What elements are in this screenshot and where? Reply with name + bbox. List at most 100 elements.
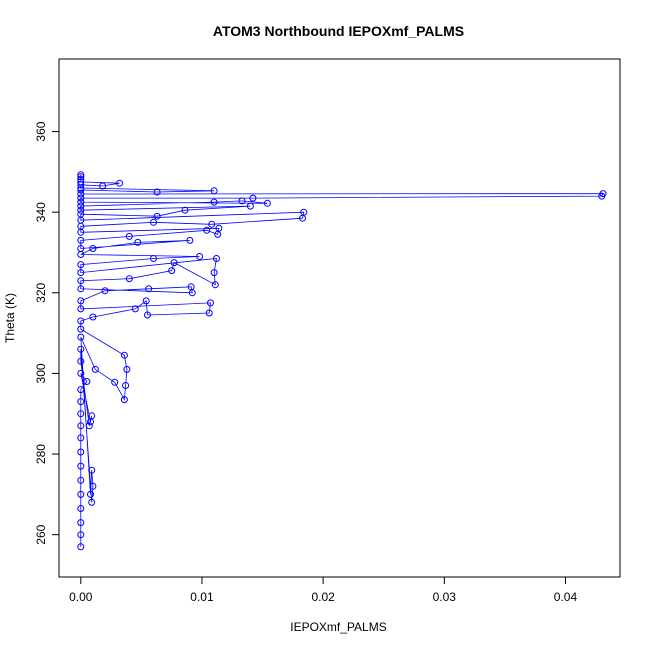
data-point [77, 277, 85, 285]
data-point [77, 345, 85, 353]
data-point [88, 498, 96, 506]
data-point [77, 198, 85, 206]
data-point [85, 422, 93, 430]
y-tick-label: 360 [34, 121, 48, 141]
data-point [77, 285, 85, 293]
data-point [77, 175, 85, 183]
x-tick-label: 0.03 [433, 590, 457, 604]
data-point [144, 311, 151, 319]
data-point [88, 466, 96, 474]
x-tick-label: 0.02 [311, 590, 335, 604]
data-point [207, 299, 214, 307]
data-point [211, 281, 219, 289]
data-point [77, 206, 85, 214]
data-point [203, 226, 211, 234]
x-axis: 0.00 0.01 0.02 0.03 0.04 [69, 576, 578, 604]
data-point [77, 261, 85, 269]
x-tick-label: 0.01 [190, 590, 214, 604]
data-point [120, 396, 128, 404]
y-tick-label: 300 [34, 363, 48, 383]
plot-frame [58, 58, 621, 578]
data-point [208, 220, 216, 228]
data-point [145, 285, 153, 293]
data-point [77, 186, 85, 194]
data-point [83, 378, 91, 385]
y-axis-label: Theta (K) [3, 293, 17, 343]
data-point [77, 369, 85, 377]
data-point [210, 269, 218, 277]
data-point [213, 255, 220, 262]
data-point [77, 462, 85, 470]
data-point [88, 412, 96, 420]
data-point [77, 448, 85, 456]
data-point [168, 267, 176, 275]
data-point [300, 208, 308, 216]
data-point [205, 309, 213, 317]
data-point [99, 182, 107, 190]
data-point [89, 482, 97, 490]
data-point [210, 198, 218, 206]
data-point [215, 224, 223, 232]
data-point [123, 365, 131, 373]
data-point [77, 171, 85, 179]
data-point [77, 410, 85, 418]
data-point [77, 305, 85, 313]
data-point [77, 317, 85, 325]
series-line [80, 174, 604, 547]
y-axis: 260 280 300 320 340 360 [34, 121, 60, 545]
data-point [77, 297, 85, 305]
y-tick-label: 320 [34, 282, 48, 302]
data-point [77, 357, 85, 365]
y-tick-label: 260 [34, 524, 48, 544]
data-point [87, 490, 94, 498]
data-point [181, 206, 189, 214]
series-layer [77, 171, 607, 551]
data-point [142, 297, 150, 305]
data-point [101, 287, 109, 295]
data-point [188, 289, 196, 297]
data-point [77, 398, 85, 406]
data-point [263, 199, 271, 207]
data-point [599, 190, 607, 198]
data-point [77, 333, 85, 341]
y-tick-label: 340 [34, 202, 48, 222]
data-point [77, 490, 85, 498]
data-point [89, 245, 97, 252]
data-point [77, 519, 85, 527]
data-point [77, 422, 85, 430]
data-point [186, 236, 194, 244]
data-point [77, 236, 85, 244]
data-point [122, 382, 130, 389]
data-point [91, 365, 99, 373]
data-point [249, 194, 257, 202]
data-point [196, 253, 204, 260]
data-point [77, 269, 85, 277]
data-point [77, 476, 85, 484]
data-point [77, 202, 85, 210]
data-point [77, 210, 85, 218]
data-point [77, 543, 85, 551]
y-tick-label: 280 [34, 444, 48, 464]
data-point [153, 212, 161, 220]
data-point [116, 179, 124, 187]
x-tick-label: 0.04 [554, 590, 578, 604]
data-point [125, 275, 133, 283]
data-point [238, 197, 246, 205]
data-point [246, 202, 254, 210]
x-tick-label: 0.00 [69, 590, 93, 604]
data-point [170, 259, 178, 267]
data-point [120, 351, 128, 359]
data-point [77, 531, 85, 539]
data-point [77, 194, 85, 202]
chart-title: ATOM3 Northbound IEPOXmf_PALMS [213, 23, 464, 39]
data-point [77, 178, 85, 186]
data-point [153, 188, 161, 196]
data-point [111, 378, 119, 386]
data-point [77, 245, 85, 252]
data-point [89, 313, 97, 321]
data-point [77, 325, 85, 333]
data-point [77, 505, 85, 512]
data-point [131, 305, 139, 313]
data-point [77, 173, 85, 181]
